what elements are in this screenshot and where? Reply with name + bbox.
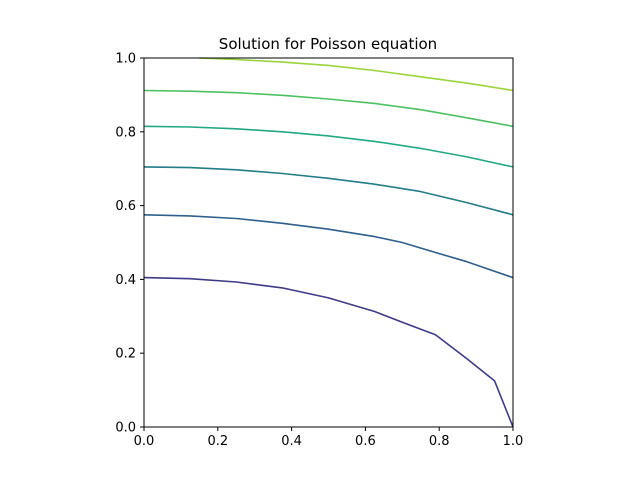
y-tick-label: 0.2 [115,347,136,362]
y-tick-label: 1.0 [115,52,136,67]
x-tick-label: 1.0 [503,434,524,449]
y-tick-label: 0.8 [115,125,136,140]
contour-lines [143,57,514,428]
plot-area: 0.0 0.2 0.4 0.6 0.8 1.0 0.0 0.2 0.4 0.6 0.8 1.0 [115,52,523,450]
x-tick-label: 0.0 [134,434,155,449]
x-tick-label: 0.4 [281,434,302,449]
contour-line-2 [143,214,514,279]
contour-line-4 [143,125,514,168]
x-tick-label: 0.6 [355,434,376,449]
contour-line-6 [199,57,514,92]
contour-line-5 [143,89,514,128]
y-tick-label: 0.4 [115,273,136,288]
contour-line-1 [143,276,514,428]
chart-title: Solution for Poisson equation [219,35,437,53]
contour-line-3 [143,166,514,216]
y-tick-label: 0.0 [115,421,136,436]
x-axis: 0.0 0.2 0.4 0.6 0.8 1.0 [134,427,524,449]
y-tick-label: 0.6 [115,199,136,214]
axes-frame [143,57,514,428]
x-tick-label: 0.2 [207,434,228,449]
y-axis: 0.0 0.2 0.4 0.6 0.8 1.0 [115,52,144,436]
x-tick-label: 0.8 [429,434,450,449]
